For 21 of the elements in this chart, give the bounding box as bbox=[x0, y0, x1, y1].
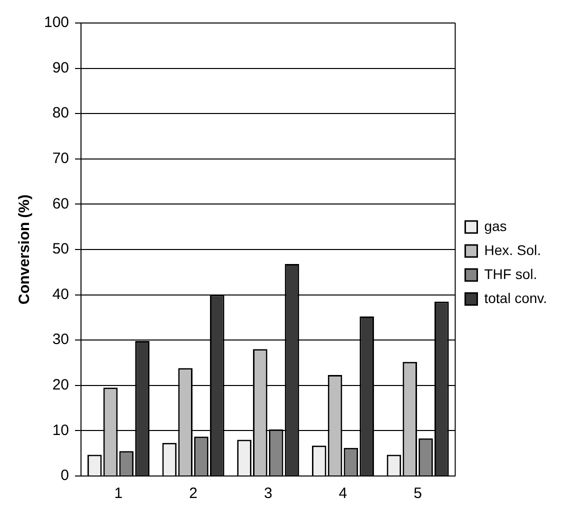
legend-label: Hex. Sol. bbox=[484, 242, 542, 258]
y-tick-label: 30 bbox=[52, 331, 70, 348]
y-axis-title: Conversion (%) bbox=[16, 194, 34, 305]
x-tick-label: 4 bbox=[338, 485, 348, 502]
y-tick-label: 10 bbox=[52, 422, 70, 439]
y-tick-label: 20 bbox=[52, 376, 70, 394]
y-tick-label: 40 bbox=[52, 286, 70, 303]
x-tick-label: 5 bbox=[414, 485, 422, 502]
y-tick-label: 0 bbox=[60, 467, 70, 484]
x-tick-label: 2 bbox=[189, 485, 198, 502]
legend-label: gas bbox=[484, 218, 507, 234]
legend-label: total conv. bbox=[484, 290, 548, 306]
y-tick-label: 70 bbox=[52, 150, 70, 168]
y-tick-label: 80 bbox=[52, 104, 70, 122]
y-tick-label: 50 bbox=[52, 240, 70, 258]
x-tick-label: 3 bbox=[264, 485, 272, 502]
y-tick-label: 90 bbox=[52, 59, 70, 76]
x-tick-label: 1 bbox=[114, 485, 123, 502]
y-tick-label: 100 bbox=[44, 14, 70, 32]
y-tick-label: 60 bbox=[52, 195, 70, 212]
legend-label: THF sol. bbox=[484, 266, 538, 282]
